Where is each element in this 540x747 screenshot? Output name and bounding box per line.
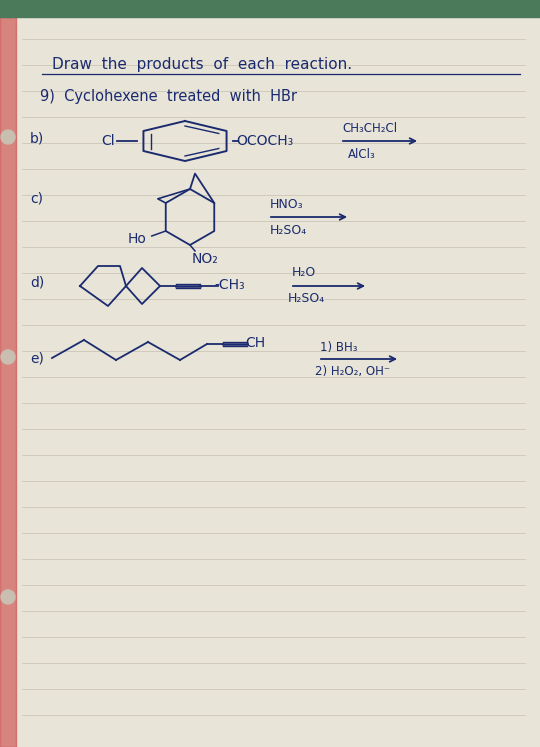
- Circle shape: [1, 590, 15, 604]
- Circle shape: [1, 130, 15, 144]
- Bar: [0, 0, 540, 17]
- Text: -CH₃: -CH₃: [214, 278, 245, 292]
- Text: b): b): [30, 132, 44, 146]
- Text: Draw  the  products  of  each  reaction.: Draw the products of each reaction.: [52, 58, 352, 72]
- Text: CH₃CH₂Cl: CH₃CH₂Cl: [342, 122, 397, 134]
- Text: OCOCH₃: OCOCH₃: [236, 134, 293, 148]
- Text: d): d): [30, 276, 44, 290]
- Text: 9)  Cyclohexene  treated  with  HBr: 9) Cyclohexene treated with HBr: [40, 88, 297, 104]
- Text: 2) H₂O₂, OH⁻: 2) H₂O₂, OH⁻: [315, 365, 390, 377]
- Text: HNO₃: HNO₃: [270, 197, 303, 211]
- Text: AlCl₃: AlCl₃: [348, 147, 376, 161]
- Circle shape: [1, 350, 15, 364]
- Text: 1) BH₃: 1) BH₃: [320, 341, 357, 353]
- Text: c): c): [30, 192, 43, 206]
- Text: Cl: Cl: [101, 134, 114, 148]
- Text: CH: CH: [245, 336, 265, 350]
- Text: H₂SO₄: H₂SO₄: [270, 223, 307, 237]
- Bar: [0, 17, 16, 747]
- Text: H₂O: H₂O: [292, 267, 316, 279]
- Text: e): e): [30, 352, 44, 366]
- Text: Ho: Ho: [128, 232, 147, 246]
- Text: NO₂: NO₂: [192, 252, 219, 266]
- Text: H₂SO₄: H₂SO₄: [288, 291, 325, 305]
